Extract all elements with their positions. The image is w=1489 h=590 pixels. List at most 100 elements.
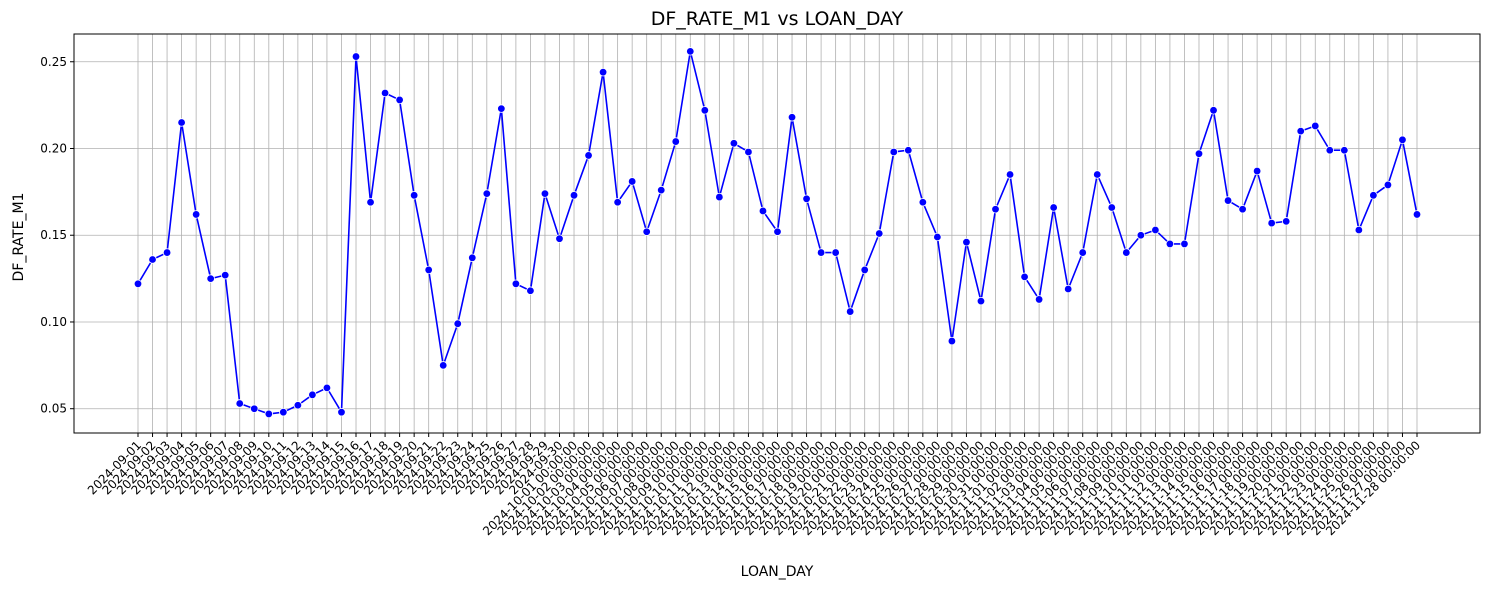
data-point [991,205,1000,214]
data-point [831,248,840,257]
grid-lines [74,34,1480,433]
data-point [1034,295,1044,304]
data-point [1078,248,1087,257]
data-point [1180,239,1189,249]
data-point [845,307,855,316]
data-point [511,279,521,289]
data-point [1281,217,1291,226]
data-point [308,390,317,400]
data-point [366,198,375,207]
data-point [1194,149,1204,158]
data-point [671,137,680,146]
data-point [1383,180,1393,190]
data-point [337,407,346,417]
data-point [439,361,448,370]
data-point [380,88,390,98]
data-point [889,147,898,157]
data-point [133,279,143,289]
data-point [773,227,782,236]
data-point [526,286,535,295]
data-point [686,47,695,56]
data-point [933,232,942,242]
data-point [1311,121,1320,131]
y-tick-label: 0.20 [40,141,67,155]
data-point [1238,205,1247,214]
data-point [860,265,869,275]
data-point [1209,106,1218,115]
data-point [1136,231,1146,240]
data-point [279,407,288,417]
data-point [657,185,666,195]
data-point [1398,135,1407,145]
data-point [744,147,753,157]
data-point [1412,210,1422,219]
y-tick-label: 0.05 [40,402,67,416]
y-tick-label: 0.15 [40,228,67,242]
y-tick-label: 0.10 [40,315,67,329]
data-point [642,227,651,236]
data-point [787,113,797,122]
data-point [468,253,477,262]
x-axis-label: LOAN_DAY [741,564,814,580]
data-point [1267,218,1276,228]
data-point [1063,284,1073,294]
data-point [715,192,724,202]
data-point [221,270,230,280]
data-point [293,401,303,410]
data-point [1165,239,1175,249]
y-tick-label: 0.25 [40,55,67,69]
data-point [351,52,361,61]
data-point [1354,225,1364,235]
data-point [1122,248,1131,257]
data-point [1020,272,1029,282]
data-point [962,237,971,247]
data-point [802,194,811,204]
data-point [613,198,622,207]
data-point [177,118,186,127]
data-point [904,146,913,155]
data-point [482,189,492,198]
data-point [497,104,506,113]
data-point [1107,203,1116,212]
data-point [584,151,593,160]
data-point [148,255,157,264]
data-point [1296,126,1305,136]
data-point [816,248,826,257]
data-point [206,274,215,283]
data-point [598,67,608,77]
data-point [322,383,332,393]
data-point [1049,203,1058,212]
data-point [555,234,564,243]
data-point [1151,225,1160,235]
data-point [409,191,419,200]
data-point [875,229,884,238]
data-point [453,319,462,328]
data-point [1325,146,1334,155]
data-point [191,210,201,219]
data-point [1223,196,1233,205]
data-point [1369,191,1378,200]
data-point [1252,166,1262,176]
data-point [729,139,739,148]
data-point [1340,146,1349,155]
data-point [250,404,259,413]
x-axis-ticks: 2024-09-012024-09-022024-09-032024-09-04… [85,433,1423,538]
data-point [540,189,550,198]
data-point [947,336,957,346]
data-point [758,206,768,216]
data-point [976,296,986,306]
data-point [918,198,928,207]
y-axis-label: DF_RATE_M1 [11,193,27,282]
y-axis-ticks: 0.05 0.10 0.15 0.20 0.25 [40,55,74,416]
data-point [1093,170,1102,179]
data-point [569,191,579,200]
data-points [133,47,1422,419]
data-point [264,409,274,419]
chart-title: DF_RATE_M1 vs LOAN_DAY [651,8,904,30]
data-point [700,106,710,115]
data-point [424,265,433,275]
data-point [162,248,172,257]
data-point [395,95,404,105]
data-point [627,177,637,186]
